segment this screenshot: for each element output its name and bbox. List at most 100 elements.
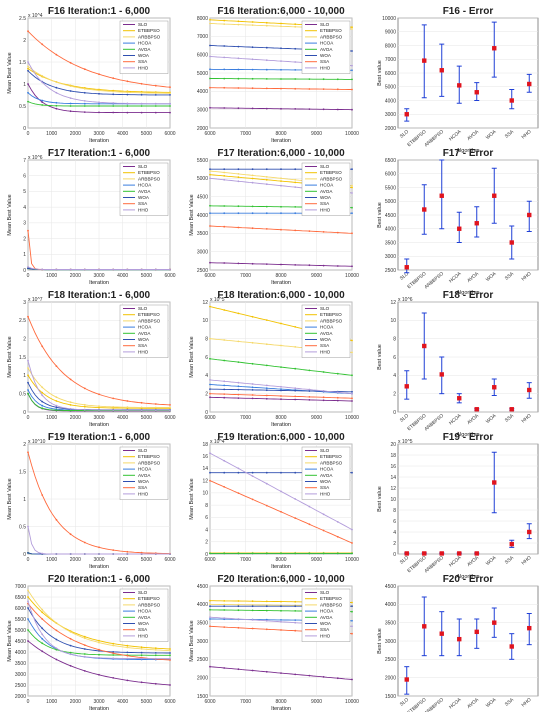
legend-entry: HCOA <box>138 41 152 46</box>
x-tick-label: 0 <box>27 131 30 137</box>
x-tick-label: ARBBPSO <box>423 555 445 575</box>
series-marker <box>112 77 115 80</box>
series-marker <box>209 616 211 619</box>
legend-entry: HCOA <box>138 325 152 330</box>
series-marker <box>294 264 297 266</box>
series-marker <box>209 173 211 176</box>
x-tick-label: 5000 <box>141 415 152 421</box>
series-marker <box>41 43 44 46</box>
series-marker <box>223 626 226 628</box>
series-marker <box>265 609 268 612</box>
legend-entry: ETBBPSO <box>320 170 342 175</box>
series-marker <box>280 322 282 325</box>
series-marker <box>294 346 297 348</box>
series-marker <box>251 669 254 672</box>
series-marker <box>169 92 171 95</box>
y-tick-label: 18 <box>390 453 396 459</box>
legend-box <box>119 588 169 642</box>
legend-entry: ETBBPSO <box>138 454 160 459</box>
axis-exponent: x 10^5 <box>210 297 225 303</box>
y-tick-label: 4 <box>393 530 396 536</box>
series-marker <box>223 486 226 488</box>
y-tick-label: 3500 <box>385 620 396 626</box>
legend-entry: HCOA <box>320 325 334 330</box>
series-marker <box>294 47 297 50</box>
x-tick-label: 6000 <box>204 131 215 137</box>
series-marker <box>112 102 115 104</box>
series-marker <box>280 25 282 28</box>
legend-entry: WOA <box>138 621 150 626</box>
series-marker <box>98 105 100 107</box>
x-tick-label: 9000 <box>311 273 322 279</box>
mean-marker <box>492 620 497 625</box>
series-marker <box>55 648 58 651</box>
x-axis-label: Iteration <box>89 138 109 144</box>
series-marker <box>223 380 226 383</box>
series-marker <box>265 263 268 265</box>
series-marker <box>280 107 282 110</box>
series-marker <box>351 678 353 681</box>
x-tick-label: 4000 <box>117 131 128 137</box>
y-tick-label: 0.5 <box>19 104 26 110</box>
series-marker <box>223 396 226 399</box>
series-marker <box>336 552 339 555</box>
series-marker <box>294 206 297 208</box>
x-tick-label: 8000 <box>275 273 286 279</box>
series-marker <box>265 397 268 400</box>
series-marker <box>251 627 254 630</box>
series-marker <box>27 596 29 598</box>
y-tick-label: 8000 <box>197 16 208 22</box>
y-tick-label: 3000 <box>197 107 208 113</box>
series-marker <box>223 393 226 395</box>
series-marker <box>41 391 44 394</box>
y-tick-label: 9000 <box>385 30 396 36</box>
series-marker <box>41 386 44 389</box>
series-marker <box>27 69 29 72</box>
series-marker <box>41 407 44 410</box>
series-marker <box>336 372 339 375</box>
series-marker <box>237 87 240 89</box>
series-marker <box>27 392 29 395</box>
y-tick-label: 5500 <box>385 185 396 191</box>
mean-marker <box>422 343 427 349</box>
series-marker <box>265 504 268 507</box>
series-marker <box>280 177 282 180</box>
mean-marker <box>439 193 444 198</box>
series-marker <box>322 396 325 399</box>
series-marker <box>41 75 44 77</box>
x-tick-label: 4000 <box>117 699 128 705</box>
series-marker <box>83 408 86 411</box>
series-marker <box>237 600 240 602</box>
x-axis-label: Iteration <box>89 564 109 570</box>
series-marker <box>251 341 254 344</box>
series-marker <box>280 344 282 347</box>
series-marker <box>27 359 29 362</box>
series-marker <box>55 104 58 107</box>
series-marker <box>98 405 100 408</box>
series-marker <box>237 107 240 110</box>
series-marker <box>140 105 143 107</box>
series-marker <box>251 475 254 477</box>
x-tick-label: HCOA <box>448 696 463 710</box>
y-tick-label: 4500 <box>385 213 396 219</box>
y-tick-label: 5000 <box>197 71 208 77</box>
x-axis-label: Algorithm <box>456 432 480 438</box>
legend-entry: SSA <box>320 59 330 64</box>
legend-entry: HHO <box>138 633 149 638</box>
series-marker <box>55 107 58 110</box>
series-marker <box>83 111 86 113</box>
series-marker <box>209 261 211 264</box>
x-tick-label: 1000 <box>46 131 57 137</box>
series-marker <box>294 78 297 80</box>
series-marker <box>55 647 58 650</box>
series-marker <box>351 168 353 171</box>
series-marker <box>126 111 129 114</box>
x-tick-label: 3000 <box>93 699 104 705</box>
series-marker <box>55 86 58 89</box>
series-marker <box>27 629 29 631</box>
y-tick-label: 2500 <box>385 657 396 663</box>
series-marker <box>308 399 311 401</box>
y-axis-label: Mean Best Value <box>189 336 195 377</box>
y-tick-label: 3000 <box>197 639 208 645</box>
x-tick-label: 1000 <box>46 699 57 705</box>
